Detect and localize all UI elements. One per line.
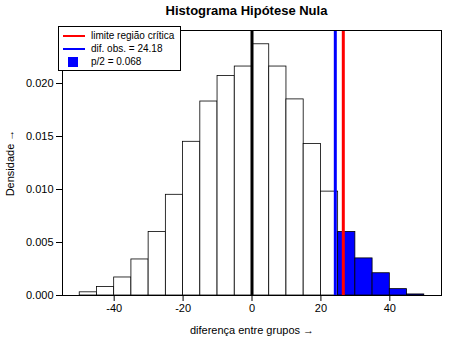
svg-text:20: 20 <box>315 302 327 314</box>
html-text:p/2 = 0.068: p/2 = 0.068 <box>91 56 142 67</box>
svg-text:0: 0 <box>249 302 255 314</box>
svg-text:0.005: 0.005 <box>26 236 54 248</box>
svg-text:0.000: 0.000 <box>26 289 54 301</box>
html-text:limite região crítica: limite região crítica <box>91 30 175 41</box>
svg-text:0.020: 0.020 <box>26 77 54 89</box>
svg-text:diferença entre grupos →: diferença entre grupos → <box>190 324 314 336</box>
svg-text:0.010: 0.010 <box>26 183 54 195</box>
svg-text:Densidade →: Densidade → <box>4 130 16 197</box>
html-text:Histograma Hipótese Nula: Histograma Hipótese Nula <box>165 3 328 18</box>
svg-text:-40: -40 <box>106 302 122 314</box>
svg-text:0.015: 0.015 <box>26 130 54 142</box>
html-text:dif. obs. = 24.18: dif. obs. = 24.18 <box>91 43 163 54</box>
svg-text:40: 40 <box>384 302 396 314</box>
svg-text:-20: -20 <box>175 302 191 314</box>
